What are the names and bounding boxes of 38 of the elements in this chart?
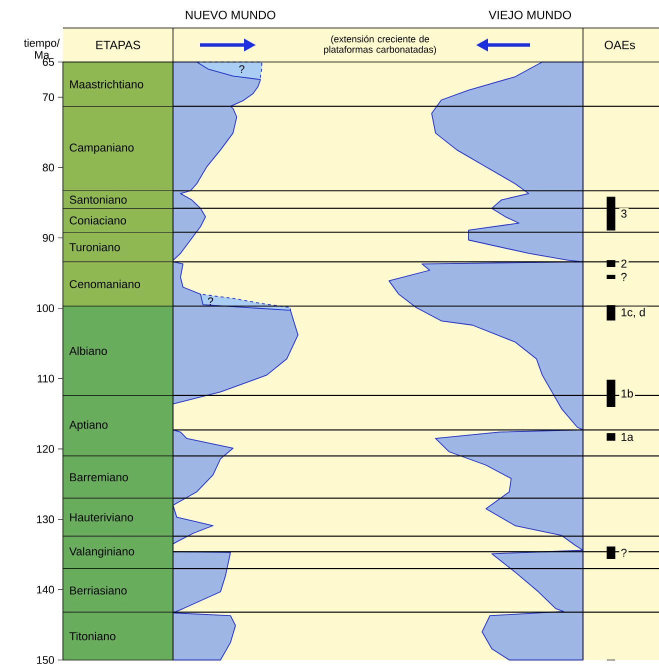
series-label: Cenomaniano <box>70 280 140 288</box>
annotation: ? <box>239 65 244 73</box>
y-tick-label: 80 <box>42 164 54 172</box>
series-label: 3 <box>621 210 627 218</box>
series-label: Berriasiano <box>70 586 127 595</box>
series-label: 2 <box>621 260 626 268</box>
series-label: Hauteriviano <box>70 512 134 522</box>
series-label: Valanginiano <box>69 547 134 558</box>
series-label: Turoniano <box>69 242 120 252</box>
series-label: Titoniano <box>69 632 116 640</box>
series-label: 1b <box>622 389 633 398</box>
y-tick-label: 130 <box>37 515 54 524</box>
series-label: Albiano <box>69 346 107 356</box>
y-tick-label: 100 <box>37 304 54 312</box>
chart-title: OAEs <box>604 40 635 50</box>
y-tick-label: 90 <box>42 234 54 242</box>
series-label: 1c, d <box>622 308 645 318</box>
chart-title: NUEVO MUNDO <box>186 10 276 20</box>
series-label: Campaniano <box>70 143 134 154</box>
annotation: ? <box>208 297 214 306</box>
y-tick-label: 140 <box>37 586 54 594</box>
y-tick-label: 65 <box>42 58 54 66</box>
series-label: Maastrichtiano <box>70 80 144 88</box>
y-tick-label: 70 <box>42 93 54 102</box>
y-tick-label: 120 <box>37 445 54 453</box>
text: (extensión creciente de plataformas carbonatadas) <box>324 35 436 55</box>
series-label: ? <box>621 548 627 557</box>
y-tick-label: 150 <box>37 656 54 664</box>
series-label: Coniaciano <box>70 216 126 225</box>
series-label: Aptiano <box>69 420 108 432</box>
series-label: Santoniano <box>70 195 127 204</box>
series-label: Barremiano <box>70 472 128 482</box>
y-axis-title: tiempo/ Ma <box>24 38 60 59</box>
chart-title: ETAPAS <box>96 40 140 50</box>
y-tick-label: 110 <box>38 374 54 382</box>
chart-title: VIEJO MUNDO <box>488 10 572 20</box>
series-label: 1a <box>622 433 634 441</box>
series-label: ? <box>621 272 627 281</box>
